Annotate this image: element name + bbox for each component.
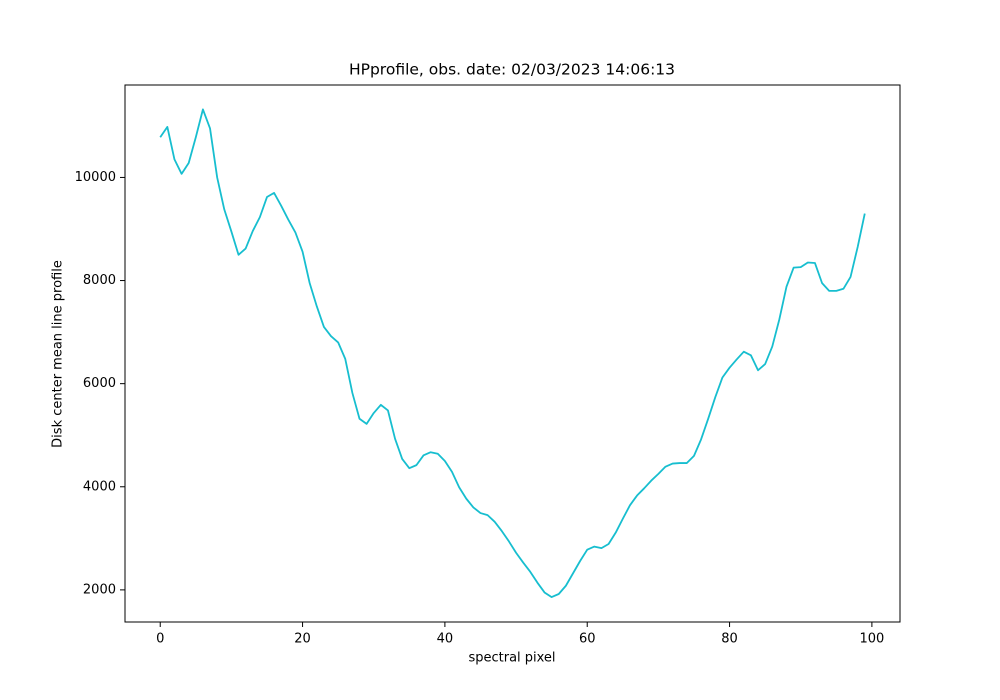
x-tick-label: 40 bbox=[437, 632, 454, 647]
y-axis-label: Disk center mean line profile bbox=[51, 260, 66, 448]
y-tick-label: 6000 bbox=[83, 376, 116, 391]
x-tick-label: 0 bbox=[156, 632, 164, 647]
y-tick-label: 8000 bbox=[83, 273, 116, 288]
x-tick-label: 60 bbox=[579, 632, 596, 647]
plot-frame bbox=[124, 84, 901, 623]
x-tick-label: 100 bbox=[859, 632, 884, 647]
x-axis-label: spectral pixel bbox=[468, 651, 555, 666]
data-line bbox=[159, 108, 866, 598]
y-tick-label: 2000 bbox=[83, 582, 116, 597]
y-tick-label: 4000 bbox=[83, 479, 116, 494]
x-tick-label: 20 bbox=[294, 632, 311, 647]
y-tick-label: 10000 bbox=[75, 170, 116, 185]
chart-title: HPprofile, obs. date: 02/03/2023 14:06:1… bbox=[349, 61, 675, 79]
x-tick-label: 80 bbox=[721, 632, 738, 647]
